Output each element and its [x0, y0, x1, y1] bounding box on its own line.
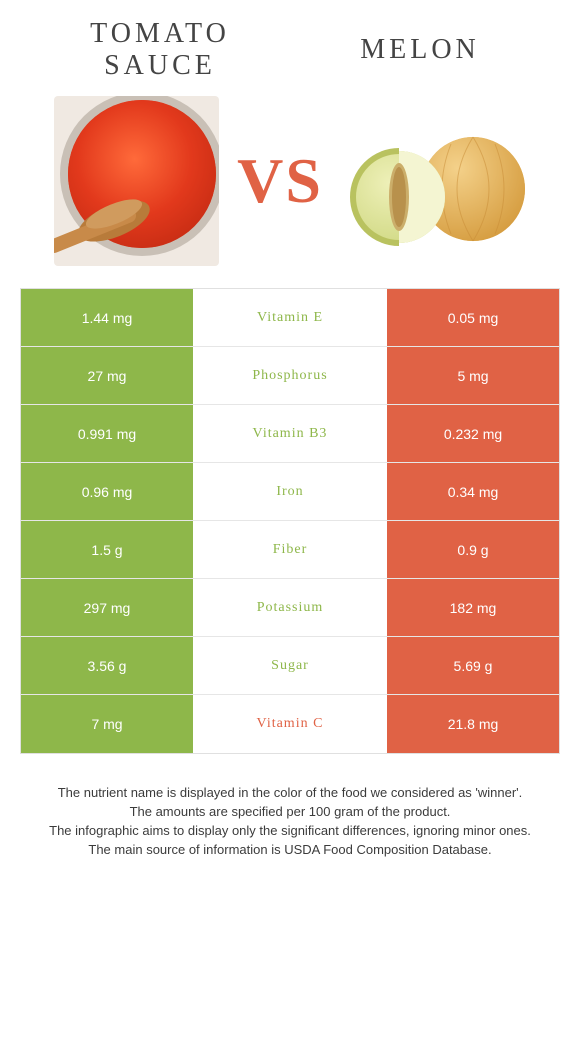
nutrient-table: 1.44 mgVitamin E0.05 mg27 mgPhosphorus5 … — [20, 288, 560, 754]
nutrient-right-value: 0.05 mg — [387, 289, 559, 346]
nutrient-left-value: 1.5 g — [21, 521, 193, 578]
right-food-title: MELON — [290, 34, 550, 66]
header-titles: TOMATO SAUCE MELON — [20, 18, 560, 90]
nutrient-name: Vitamin C — [193, 695, 387, 753]
footer-notes: The nutrient name is displayed in the co… — [20, 784, 560, 859]
nutrient-left-value: 297 mg — [21, 579, 193, 636]
nutrient-row: 27 mgPhosphorus5 mg — [21, 347, 559, 405]
nutrient-row: 0.96 mgIron0.34 mg — [21, 463, 559, 521]
nutrient-name: Sugar — [193, 637, 387, 694]
vs-label: VS — [237, 144, 323, 218]
tomato-sauce-image — [54, 96, 219, 266]
nutrient-left-value: 3.56 g — [21, 637, 193, 694]
nutrient-row: 7 mgVitamin C21.8 mg — [21, 695, 559, 753]
nutrient-left-value: 27 mg — [21, 347, 193, 404]
nutrient-right-value: 0.9 g — [387, 521, 559, 578]
left-food-title-line1: TOMATO — [90, 18, 230, 49]
nutrient-name: Vitamin E — [193, 289, 387, 346]
nutrient-right-value: 0.232 mg — [387, 405, 559, 462]
nutrient-left-value: 0.991 mg — [21, 405, 193, 462]
nutrient-name: Vitamin B3 — [193, 405, 387, 462]
melon-image — [341, 101, 526, 261]
footer-line-2: The amounts are specified per 100 gram o… — [28, 803, 552, 822]
footer-line-3: The infographic aims to display only the… — [28, 822, 552, 841]
nutrient-name: Iron — [193, 463, 387, 520]
nutrient-row: 297 mgPotassium182 mg — [21, 579, 559, 637]
footer-line-1: The nutrient name is displayed in the co… — [28, 784, 552, 803]
nutrient-left-value: 1.44 mg — [21, 289, 193, 346]
nutrient-right-value: 21.8 mg — [387, 695, 559, 753]
nutrient-right-value: 0.34 mg — [387, 463, 559, 520]
nutrient-row: 3.56 gSugar5.69 g — [21, 637, 559, 695]
nutrient-name: Phosphorus — [193, 347, 387, 404]
left-food-title: TOMATO SAUCE — [30, 18, 290, 82]
hero-row: VS — [20, 96, 560, 266]
nutrient-left-value: 7 mg — [21, 695, 193, 753]
footer-line-4: The main source of information is USDA F… — [28, 841, 552, 860]
nutrient-right-value: 5.69 g — [387, 637, 559, 694]
nutrient-right-value: 5 mg — [387, 347, 559, 404]
nutrient-row: 1.44 mgVitamin E0.05 mg — [21, 289, 559, 347]
left-food-title-line2: SAUCE — [104, 50, 216, 81]
nutrient-name: Potassium — [193, 579, 387, 636]
nutrient-row: 1.5 gFiber0.9 g — [21, 521, 559, 579]
nutrient-right-value: 182 mg — [387, 579, 559, 636]
nutrient-name: Fiber — [193, 521, 387, 578]
nutrient-row: 0.991 mgVitamin B30.232 mg — [21, 405, 559, 463]
nutrient-left-value: 0.96 mg — [21, 463, 193, 520]
